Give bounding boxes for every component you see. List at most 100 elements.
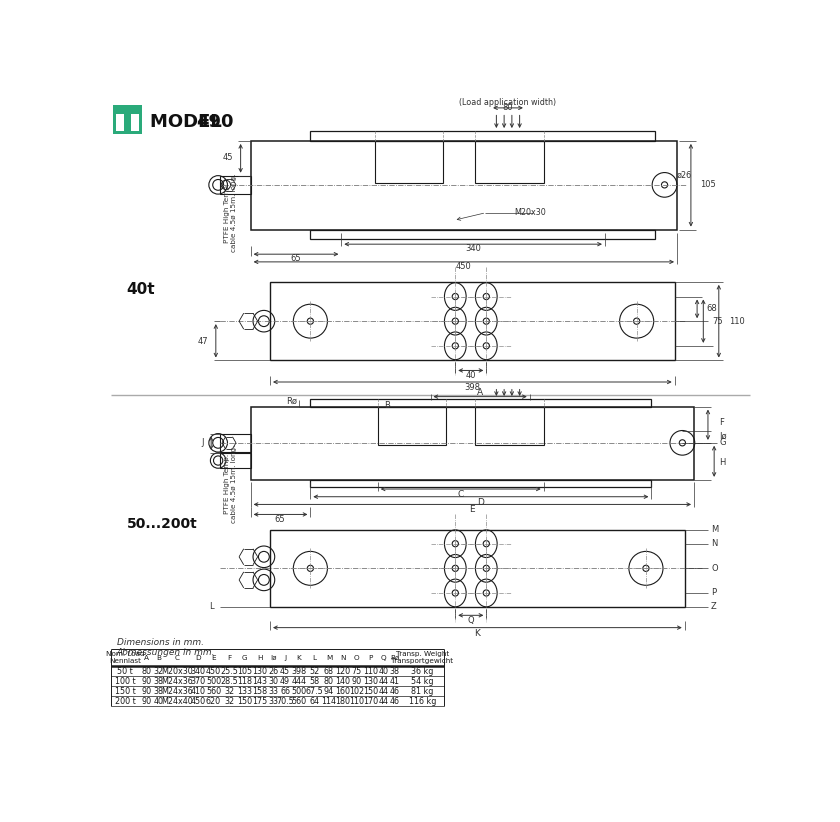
- Text: 50 t: 50 t: [118, 667, 133, 676]
- Bar: [310, 131, 655, 141]
- Text: 100 t: 100 t: [115, 677, 135, 686]
- Text: 38: 38: [390, 667, 400, 676]
- Text: 340: 340: [465, 244, 481, 253]
- Text: 450: 450: [206, 667, 221, 676]
- Text: Iø: Iø: [720, 432, 727, 441]
- Text: 40: 40: [465, 372, 476, 381]
- Text: 46: 46: [390, 697, 400, 705]
- Text: 500: 500: [206, 677, 221, 686]
- Text: 41: 41: [390, 677, 400, 686]
- Text: E: E: [470, 506, 475, 515]
- Text: O: O: [354, 654, 360, 661]
- Text: 150: 150: [363, 686, 378, 695]
- Bar: [220, 433, 250, 452]
- Text: J: J: [201, 438, 203, 447]
- Bar: [113, 104, 142, 134]
- Bar: [310, 229, 655, 238]
- Text: 175: 175: [252, 697, 268, 705]
- Text: 560: 560: [206, 686, 221, 695]
- Text: 45: 45: [280, 667, 291, 676]
- Text: 32: 32: [224, 686, 234, 695]
- Text: G: G: [242, 654, 247, 661]
- Text: 30: 30: [269, 677, 279, 686]
- Text: 44: 44: [378, 686, 388, 695]
- Text: N: N: [340, 654, 346, 661]
- Text: Transp. Weight
Transportgewicht: Transp. Weight Transportgewicht: [391, 651, 454, 664]
- Text: 120: 120: [335, 667, 350, 676]
- Text: 110: 110: [349, 697, 365, 705]
- Bar: [270, 282, 675, 360]
- Text: 160: 160: [335, 686, 350, 695]
- Bar: [375, 141, 443, 183]
- Text: Z: Z: [711, 603, 717, 612]
- Text: 143: 143: [253, 677, 267, 686]
- Text: 500: 500: [291, 686, 307, 695]
- Text: 90: 90: [141, 686, 151, 695]
- Text: C: C: [458, 490, 464, 499]
- Text: (Load application width): (Load application width): [459, 98, 557, 107]
- Text: 45: 45: [223, 154, 233, 163]
- Text: 158: 158: [253, 686, 268, 695]
- Text: 102: 102: [349, 686, 365, 695]
- Text: 130: 130: [364, 677, 378, 686]
- Text: F: F: [720, 418, 724, 427]
- Text: 398: 398: [291, 667, 307, 676]
- Text: 65: 65: [291, 253, 301, 262]
- Text: M: M: [326, 654, 332, 661]
- Text: 140: 140: [335, 677, 350, 686]
- Text: 450: 450: [456, 262, 472, 271]
- Text: 150 t: 150 t: [115, 686, 135, 695]
- Text: B: B: [156, 654, 161, 661]
- Text: 180: 180: [335, 697, 350, 705]
- Text: 36 kg: 36 kg: [411, 667, 433, 676]
- Text: E: E: [211, 654, 216, 661]
- Text: 50...200t: 50...200t: [127, 517, 197, 531]
- Bar: [475, 407, 543, 446]
- Text: 46: 46: [390, 686, 400, 695]
- Text: 90: 90: [352, 677, 362, 686]
- Text: 65: 65: [275, 515, 286, 524]
- Text: A: A: [144, 654, 149, 661]
- Text: 81 kg: 81 kg: [411, 686, 433, 695]
- Text: 490: 490: [197, 113, 234, 131]
- Text: 118: 118: [237, 677, 252, 686]
- Text: 370: 370: [191, 677, 206, 686]
- Text: 40: 40: [378, 667, 388, 676]
- Text: 38: 38: [154, 686, 164, 695]
- Text: Q: Q: [381, 654, 386, 661]
- Text: 90: 90: [141, 677, 151, 686]
- Text: 130: 130: [253, 667, 267, 676]
- Text: 40t: 40t: [127, 282, 155, 297]
- Bar: [220, 453, 250, 469]
- Text: 58: 58: [309, 677, 319, 686]
- Bar: [250, 407, 694, 480]
- Text: P: P: [369, 654, 373, 661]
- Bar: [116, 108, 139, 131]
- Text: N: N: [711, 539, 717, 548]
- Text: 33: 33: [269, 686, 279, 695]
- Text: 49: 49: [280, 677, 291, 686]
- Text: 47: 47: [197, 337, 208, 346]
- Text: 40: 40: [154, 697, 164, 705]
- Text: ø26: ø26: [676, 171, 691, 180]
- Text: 105: 105: [237, 667, 252, 676]
- Text: L: L: [312, 654, 316, 661]
- Text: O: O: [711, 564, 717, 573]
- Bar: [475, 141, 543, 183]
- Text: H: H: [257, 654, 263, 661]
- Text: PTFE High Temp.
cable 4.5ø 15m. long.: PTFE High Temp. cable 4.5ø 15m. long.: [224, 445, 237, 523]
- Bar: [310, 480, 651, 487]
- Text: 620: 620: [206, 697, 221, 705]
- Text: Iø: Iø: [270, 654, 277, 661]
- Text: B: B: [384, 400, 390, 409]
- Text: 64: 64: [309, 697, 319, 705]
- Text: 28.5: 28.5: [220, 677, 238, 686]
- Text: 75: 75: [352, 667, 362, 676]
- Text: 44: 44: [378, 697, 388, 705]
- Bar: [250, 141, 677, 229]
- Text: Rø: Rø: [390, 654, 399, 661]
- Text: 54 kg: 54 kg: [411, 677, 433, 686]
- Text: 170: 170: [363, 697, 378, 705]
- Text: PTFE High Temp.
cable 4.5ø 15m. long.: PTFE High Temp. cable 4.5ø 15m. long.: [224, 173, 237, 252]
- Text: 150: 150: [237, 697, 252, 705]
